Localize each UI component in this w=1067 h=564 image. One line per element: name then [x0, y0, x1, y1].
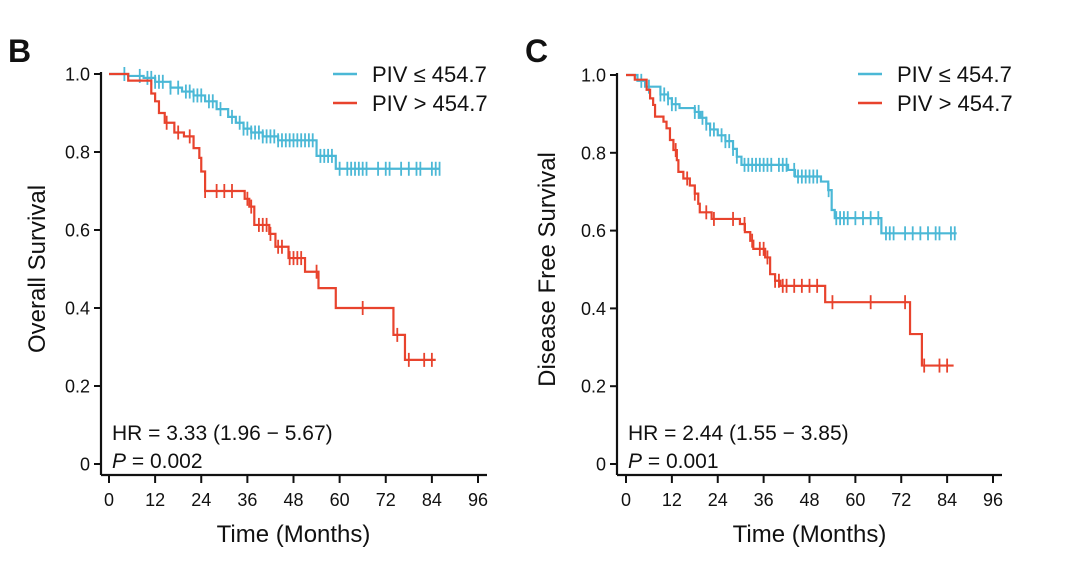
x-tick-label: 48	[799, 490, 819, 510]
legend-label: PIV > 454.7	[372, 91, 488, 116]
y-tick-label: 0.4	[65, 299, 90, 319]
x-tick-label: 24	[191, 490, 211, 510]
x-tick-label: 48	[283, 490, 303, 510]
legend-label: PIV ≤ 454.7	[372, 62, 487, 87]
x-tick-label: 72	[376, 490, 396, 510]
hazard-ratio-annotation: HR = 3.33 (1.96 − 5.67)	[112, 422, 333, 445]
p-label: P	[628, 450, 642, 473]
legend-label: PIV ≤ 454.7	[897, 62, 1012, 87]
y-tick-label: 0.8	[65, 143, 90, 163]
y-tick-label: 1.0	[581, 66, 606, 86]
x-tick-label: 24	[708, 490, 728, 510]
x-tick-label: 60	[330, 490, 350, 510]
y-tick-label: 0.4	[581, 299, 606, 319]
p-value-annotation: P = 0.002	[112, 450, 203, 473]
survival-curve	[626, 73, 954, 367]
y-tick-label: 1.0	[65, 65, 90, 85]
x-tick-label: 36	[754, 490, 774, 510]
series-piv-high	[109, 72, 436, 367]
p-value: = 0.002	[126, 450, 202, 473]
x-tick-label: 60	[845, 490, 865, 510]
series-piv-high	[626, 73, 954, 373]
panel-c: C 0 0.2 0.4 0.6 0.8 1.0 0 12 24 36 48 60 72 84 96 Time (…	[525, 33, 1013, 548]
y-axis-label: Overall Survival	[24, 185, 51, 353]
y-tick-label: 0.2	[581, 377, 606, 397]
series-piv-low	[109, 67, 441, 176]
y-tick-label: 0	[596, 455, 606, 475]
y-tick-label: 0.2	[65, 377, 90, 397]
x-tick-label: 84	[422, 490, 442, 510]
p-value: = 0.001	[642, 450, 718, 473]
y-tick-label: 0.6	[581, 221, 606, 241]
hazard-ratio-annotation: HR = 2.44 (1.55 − 3.85)	[628, 422, 849, 445]
x-axis-label: Time (Months)	[733, 521, 887, 548]
x-tick-label: 0	[621, 490, 631, 510]
p-label: P	[112, 450, 126, 473]
x-tick-label: 36	[237, 490, 257, 510]
x-tick-label: 96	[468, 490, 488, 510]
y-tick-label: 0.6	[65, 221, 90, 241]
y-tick-label: 0	[80, 455, 90, 475]
p-value-annotation: P = 0.001	[628, 450, 719, 473]
panel-letter: B	[8, 33, 31, 69]
x-tick-label: 96	[983, 490, 1003, 510]
series-piv-low	[626, 73, 957, 241]
y-axis-label: Disease Free Survival	[534, 152, 561, 387]
panel-b: B 0 0.2 0.4 0.6 0.8 1.0 0 12 24 36 48 60 72 84 96 Time (…	[8, 33, 488, 548]
x-tick-label: 0	[104, 490, 114, 510]
x-tick-label: 12	[145, 490, 165, 510]
x-tick-label: 72	[891, 490, 911, 510]
legend-label: PIV > 454.7	[897, 91, 1013, 116]
x-tick-label: 12	[662, 490, 682, 510]
panel-letter: C	[525, 33, 548, 69]
x-tick-label: 84	[937, 490, 957, 510]
survival-curve	[109, 72, 436, 361]
x-axis-label: Time (Months)	[217, 521, 371, 548]
y-tick-label: 0.8	[581, 143, 606, 163]
